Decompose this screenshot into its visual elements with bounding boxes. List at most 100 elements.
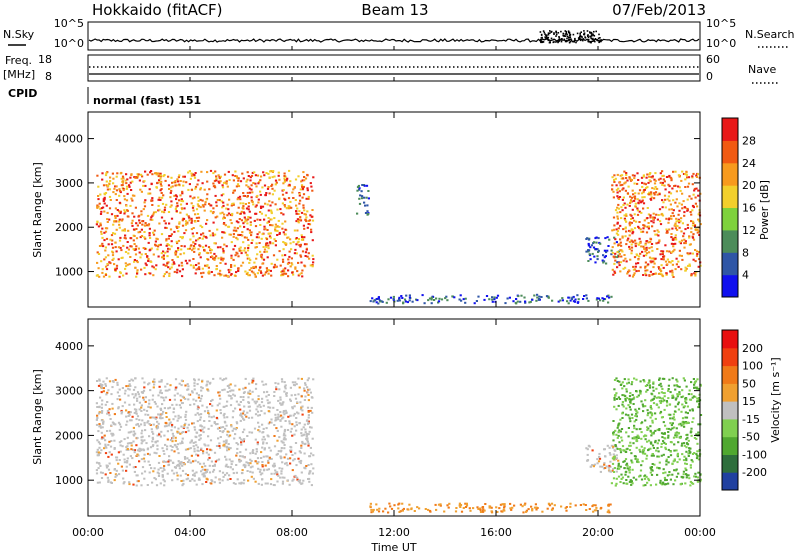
scatter-point — [612, 431, 615, 434]
scatter-point — [119, 444, 122, 447]
scatter-point — [140, 210, 143, 213]
scatter-point — [254, 246, 257, 249]
scatter-point — [521, 505, 524, 508]
scatter-point — [125, 272, 128, 275]
noise-point — [592, 33, 594, 35]
scatter-point — [689, 447, 692, 450]
scatter-point — [221, 389, 224, 392]
colorbar-tick-label: 200 — [742, 342, 763, 355]
scatter-point — [625, 388, 628, 391]
scatter-point — [97, 198, 100, 201]
scatter-point — [169, 421, 172, 424]
scatter-point — [118, 473, 121, 476]
scatter-point — [517, 295, 520, 298]
scatter-point — [193, 428, 197, 431]
scatter-point — [252, 182, 255, 184]
scatter-point — [672, 460, 675, 463]
scatter-point — [197, 199, 200, 202]
noise-point — [590, 33, 593, 35]
scatter-point — [141, 220, 144, 223]
scatter-point — [574, 300, 577, 303]
scatter-point — [100, 419, 103, 422]
scatter-point — [430, 298, 433, 301]
noise-point — [573, 41, 576, 43]
scatter-point — [193, 450, 196, 453]
scatter-point — [186, 448, 189, 451]
scatter-point — [199, 187, 202, 190]
scatter-point — [132, 430, 136, 433]
scatter-point — [195, 483, 198, 486]
scatter-point — [176, 255, 179, 258]
scatter-point — [246, 195, 249, 197]
scatter-point — [628, 176, 631, 179]
scatter-point — [241, 172, 244, 175]
scatter-point — [260, 401, 264, 404]
scatter-point — [506, 297, 509, 300]
scatter-point — [546, 507, 549, 510]
scatter-point — [195, 232, 199, 235]
scatter-point — [240, 264, 243, 267]
scatter-point — [228, 271, 231, 274]
scatter-point — [616, 215, 619, 218]
scatter-point — [694, 274, 697, 277]
scatter-point — [183, 456, 187, 458]
scatter-point — [128, 263, 131, 266]
scatter-point — [266, 203, 269, 206]
scatter-point — [642, 202, 646, 205]
scatter-point — [659, 382, 662, 385]
scatter-point — [660, 273, 663, 276]
noise-point — [557, 41, 559, 44]
scatter-point — [181, 275, 184, 278]
scatter-point — [273, 263, 276, 266]
colorbar-tick-label: 16 — [742, 202, 756, 215]
scatter-point — [121, 184, 124, 187]
noise-point — [598, 33, 600, 36]
scatter-point — [222, 426, 225, 429]
scatter-point — [214, 233, 217, 236]
scatter-point — [635, 415, 638, 418]
noise-point — [558, 36, 560, 38]
scatter-point — [143, 421, 146, 424]
scatter-point — [108, 207, 112, 210]
scatter-point — [202, 235, 205, 238]
scatter-point — [250, 475, 253, 478]
scatter-point — [125, 173, 128, 176]
scatter-point — [246, 435, 249, 437]
scatter-point — [191, 219, 194, 222]
scatter-point — [259, 250, 262, 253]
scatter-point — [660, 385, 663, 388]
colorbar-segment — [722, 118, 738, 141]
scatter-point — [615, 232, 618, 235]
scatter-point — [239, 408, 242, 411]
scatter-point — [281, 258, 285, 261]
scatter-point — [309, 446, 312, 449]
scatter-point — [621, 183, 624, 186]
scatter-point — [596, 255, 599, 258]
scatter-point — [678, 186, 681, 189]
scatter-point — [150, 199, 153, 202]
scatter-point — [304, 177, 308, 180]
scatter-point — [402, 301, 405, 304]
scatter-point — [174, 181, 177, 184]
scatter-point — [245, 180, 248, 183]
scatter-point — [535, 508, 538, 511]
scatter-point — [672, 483, 675, 486]
scatter-point — [644, 250, 647, 253]
scatter-point — [680, 230, 683, 233]
scatter-point — [225, 439, 228, 442]
scatter-point — [357, 184, 360, 187]
scatter-point — [295, 204, 298, 207]
scatter-point — [209, 256, 213, 259]
noise-point — [591, 38, 594, 41]
scatter-point — [113, 413, 116, 416]
scatter-point — [300, 234, 303, 237]
scatter-point — [644, 484, 647, 487]
scatter-point — [260, 457, 263, 459]
scatter-point — [678, 221, 681, 224]
scatter-point — [691, 176, 694, 179]
scatter-point — [564, 507, 567, 510]
scatter-point — [616, 380, 619, 382]
scatter-point — [188, 247, 192, 250]
scatter-point — [673, 410, 677, 413]
